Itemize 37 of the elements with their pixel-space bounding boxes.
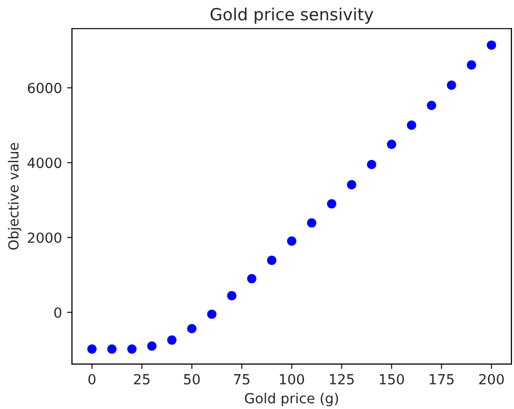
x-tick-label: 125 xyxy=(330,374,354,384)
point xyxy=(466,60,476,70)
point xyxy=(247,274,256,284)
point xyxy=(207,310,216,319)
point xyxy=(326,199,336,208)
x-tick-label: 175 xyxy=(430,374,454,384)
point xyxy=(107,344,117,354)
point xyxy=(426,100,436,110)
x-tick-label: 100 xyxy=(280,374,304,384)
x-tick-label: 50 xyxy=(184,374,200,384)
point xyxy=(167,335,176,345)
point xyxy=(406,120,416,130)
x-axis-title: Gold price (g) xyxy=(244,392,338,406)
x-tick-label: 200 xyxy=(479,374,504,384)
point xyxy=(147,341,157,351)
point xyxy=(267,256,276,265)
x-tick-label: 150 xyxy=(380,374,404,384)
point xyxy=(307,218,316,228)
point xyxy=(87,344,97,354)
point xyxy=(446,80,456,90)
y-tick-label: 4000 xyxy=(28,158,62,168)
y-axis-title: Objective value xyxy=(8,142,22,250)
y-tick-label: 6000 xyxy=(28,82,62,94)
point xyxy=(187,324,196,334)
x-tick-label: 0 xyxy=(88,374,96,384)
point xyxy=(287,236,296,246)
chart-title: Gold price sensivity xyxy=(210,8,374,24)
y-tick-label: 2000 xyxy=(28,232,62,243)
x-tick-label: 25 xyxy=(134,374,150,384)
point xyxy=(346,180,356,190)
y-tick-label: 0 xyxy=(54,307,62,318)
point xyxy=(486,40,496,50)
x-tick-label: 75 xyxy=(234,374,250,384)
point xyxy=(386,140,396,149)
point xyxy=(227,291,236,300)
point xyxy=(366,160,376,170)
point xyxy=(127,344,137,354)
